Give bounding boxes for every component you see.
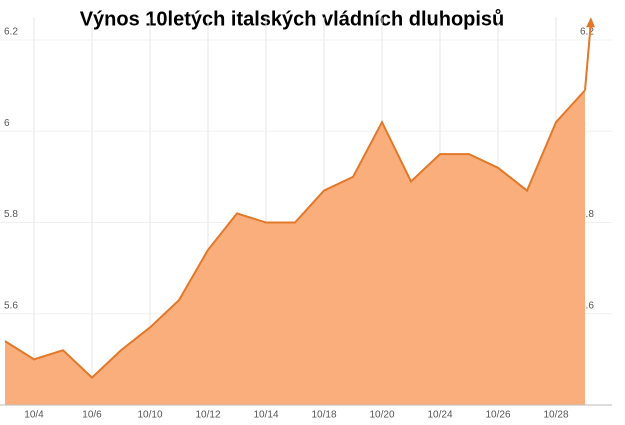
x-tick-label: 10/6 bbox=[82, 410, 102, 421]
y-tick-label: 5.8 bbox=[4, 209, 18, 220]
chart-title: Výnos 10letých italských vládních dluhop… bbox=[80, 8, 505, 30]
y-tick-label: 6 bbox=[4, 118, 10, 129]
y-tick-label-right: 5.8 bbox=[580, 209, 594, 220]
arrow-head bbox=[586, 17, 595, 28]
x-tick-label: 10/18 bbox=[311, 410, 336, 421]
x-tick-label: 10/28 bbox=[543, 410, 568, 421]
x-tick-label: 10/24 bbox=[427, 410, 452, 421]
x-tick-label: 10/4 bbox=[24, 410, 44, 421]
x-tick-label: 10/20 bbox=[369, 410, 394, 421]
y-tick-label: 5.6 bbox=[4, 300, 18, 311]
x-tick-label: 10/26 bbox=[485, 410, 510, 421]
line bbox=[4, 89, 586, 380]
y-tick-label-right: 5.6 bbox=[580, 300, 594, 311]
y-tick-label: 6.2 bbox=[4, 27, 18, 38]
y-tick-label-right: 6.2 bbox=[580, 27, 594, 38]
x-tick-label: 10/10 bbox=[137, 410, 162, 421]
trend-arrow bbox=[584, 21, 592, 91]
x-tick-label: 10/14 bbox=[253, 410, 278, 421]
x-tick-label: 10/12 bbox=[195, 410, 220, 421]
area bbox=[5, 90, 585, 406]
